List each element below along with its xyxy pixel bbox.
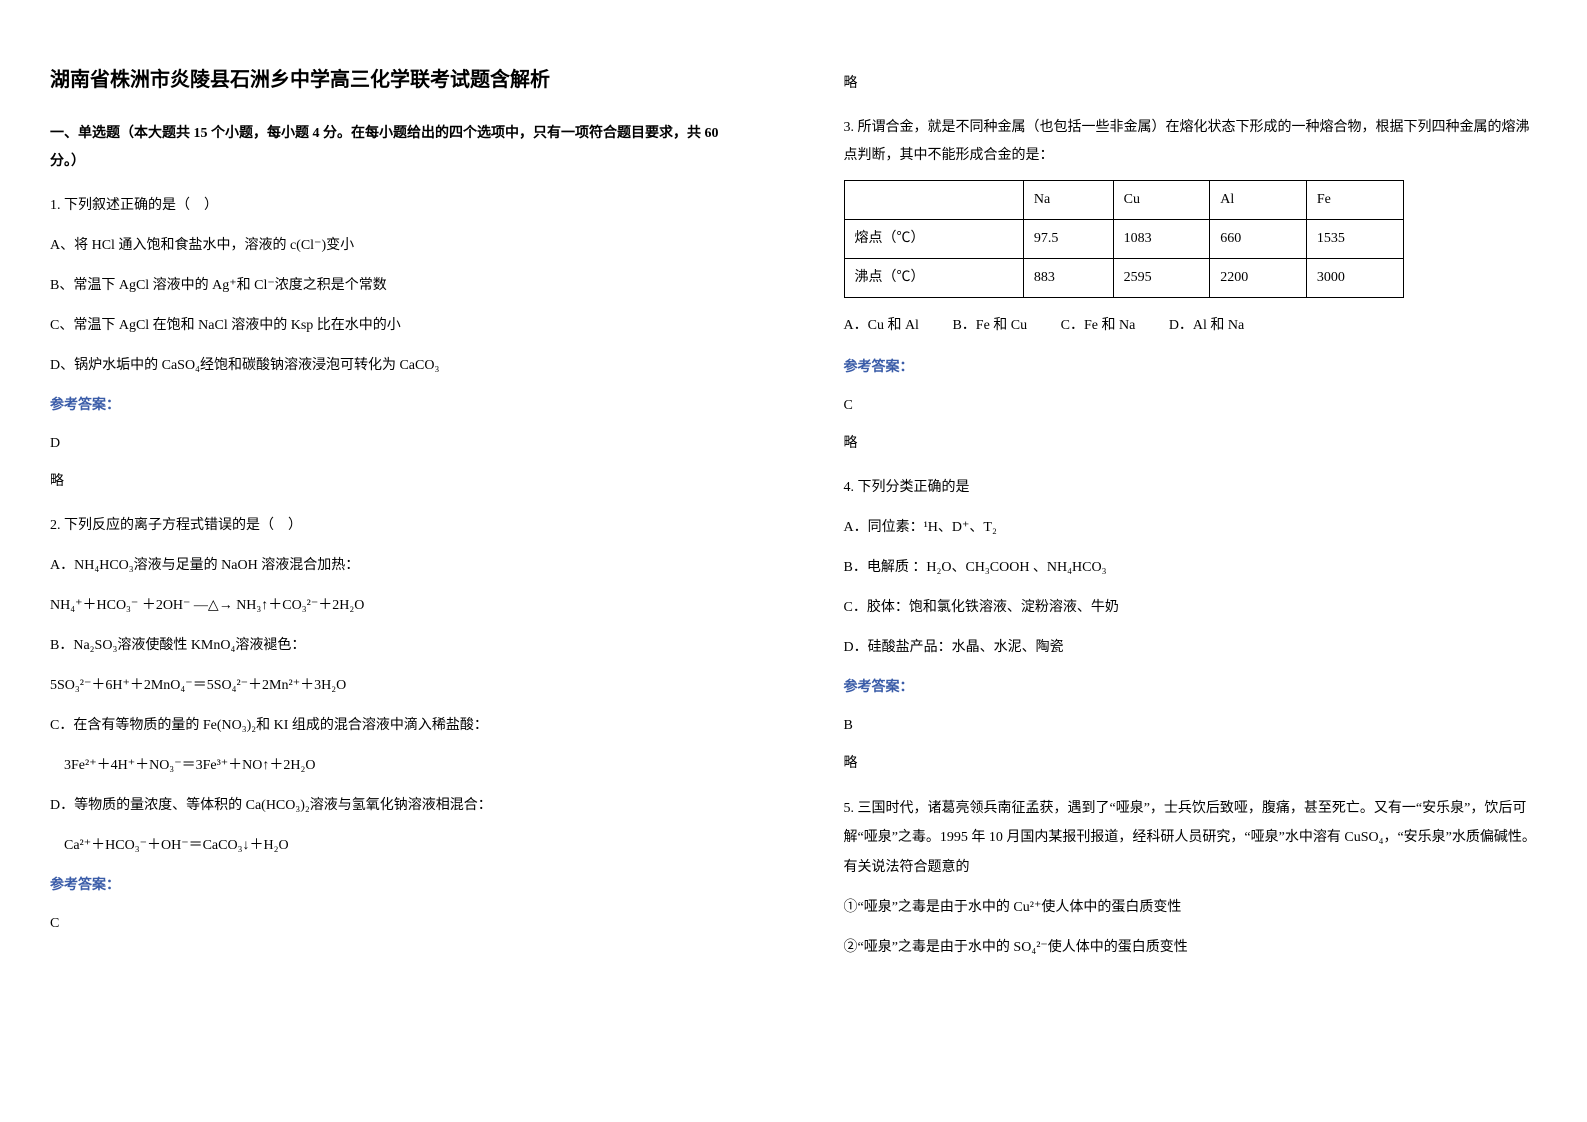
q4-option-b: B．电解质 ：H₂O、CH₃COOH 、NH₄HCO₃ — [844, 554, 1538, 582]
q3-answer-label: 参考答案： — [844, 354, 1538, 382]
td-boiling-label: 沸点（℃） — [844, 259, 1023, 298]
q1-number: 1. 下列叙述正确的是（ ） — [50, 192, 744, 220]
td-boiling-al: 2200 — [1210, 259, 1307, 298]
q2-answer: C — [50, 910, 744, 938]
right-column: 略 3. 所谓合金，就是不同种金属（也包括一些非金属）在熔化状态下形成的一种熔合… — [794, 0, 1587, 1122]
td-melting-label: 熔点（℃） — [844, 220, 1023, 259]
q3-option-d: D．Al 和 Na — [1169, 312, 1244, 340]
q2-option-c-line1: C．在含有等物质的量的 Fe(NO₃)₂和 KI 组成的混合溶液中滴入稀盐酸： — [50, 712, 744, 740]
q4-note: 略 — [844, 750, 1538, 778]
th-na: Na — [1023, 181, 1113, 220]
document-title: 湖南省株洲市炎陵县石洲乡中学高三化学联考试题含解析 — [50, 60, 744, 100]
q1-option-a: A、将 HCl 通入饱和食盐水中，溶液的 c(Cl⁻)变小 — [50, 232, 744, 260]
q3-option-c: C．Fe 和 Na — [1061, 312, 1136, 340]
q5-number: 5. 三国时代，诸葛亮领兵南征孟获，遇到了“哑泉”，士兵饮后致哑，腹痛，甚至死亡… — [844, 794, 1538, 882]
q2-number: 2. 下列反应的离子方程式错误的是（ ） — [50, 512, 744, 540]
q1-note: 略 — [50, 468, 744, 496]
metals-table: Na Cu Al Fe 熔点（℃） 97.5 1083 660 1535 沸点（… — [844, 180, 1404, 298]
q2-option-a-line2: NH₄⁺＋HCO₃⁻ ＋2OH⁻ —△→ NH₃↑＋CO₃²⁻＋2H₂O — [50, 592, 744, 620]
q4-answer-label: 参考答案： — [844, 674, 1538, 702]
td-melting-na: 97.5 — [1023, 220, 1113, 259]
q2-option-a-line1: A．NH₄HCO₃溶液与足量的 NaOH 溶液混合加热： — [50, 552, 744, 580]
td-melting-al: 660 — [1210, 220, 1307, 259]
section-header: 一、单选题（本大题共 15 个小题，每小题 4 分。在每小题给出的四个选项中，只… — [50, 120, 744, 176]
td-boiling-cu: 2595 — [1113, 259, 1210, 298]
q4-answer: B — [844, 712, 1538, 740]
q4-option-c: C．胶体：饱和氯化铁溶液、淀粉溶液、牛奶 — [844, 594, 1538, 622]
left-column: 湖南省株洲市炎陵县石洲乡中学高三化学联考试题含解析 一、单选题（本大题共 15 … — [0, 0, 794, 1122]
q2-option-b-line1: B．Na₂SO₃溶液使酸性 KMnO₄溶液褪色： — [50, 632, 744, 660]
q5-p1: ①“哑泉”之毒是由于水中的 Cu²⁺使人体中的蛋白质变性 — [844, 894, 1538, 922]
q3-number: 3. 所谓合金，就是不同种金属（也包括一些非金属）在熔化状态下形成的一种熔合物，… — [844, 114, 1538, 170]
q1-option-b: B、常温下 AgCl 溶液中的 Ag⁺和 Cl⁻浓度之积是个常数 — [50, 272, 744, 300]
table-header-row: Na Cu Al Fe — [844, 181, 1403, 220]
th-fe: Fe — [1306, 181, 1403, 220]
q1-option-c: C、常温下 AgCl 在饱和 NaCl 溶液中的 Ksp 比在水中的小 — [50, 312, 744, 340]
td-boiling-na: 883 — [1023, 259, 1113, 298]
q3-options: A．Cu 和 Al B．Fe 和 Cu C．Fe 和 Na D．Al 和 Na — [844, 312, 1538, 340]
q2-option-b-line2: 5SO₃²⁻＋6H⁺＋2MnO₄⁻＝5SO₄²⁻＋2Mn²⁺＋3H₂O — [50, 672, 744, 700]
q1-option-d: D、锅炉水垢中的 CaSO₄经饱和碳酸钠溶液浸泡可转化为 CaCO₃ — [50, 352, 744, 380]
q3-option-b: B．Fe 和 Cu — [952, 312, 1027, 340]
q4-option-a: A．同位素：¹H、D⁺、T₂ — [844, 514, 1538, 542]
top-note: 略 — [844, 70, 1538, 98]
q5-p2: ②“哑泉”之毒是由于水中的 SO₄²⁻使人体中的蛋白质变性 — [844, 934, 1538, 962]
td-boiling-fe: 3000 — [1306, 259, 1403, 298]
th-al: Al — [1210, 181, 1307, 220]
table-row: 熔点（℃） 97.5 1083 660 1535 — [844, 220, 1403, 259]
q2-answer-label: 参考答案： — [50, 872, 744, 900]
th-blank — [844, 181, 1023, 220]
q3-answer: C — [844, 392, 1538, 420]
q1-answer-label: 参考答案： — [50, 392, 744, 420]
q2-option-d-line2: Ca²⁺＋HCO₃⁻＋OH⁻＝CaCO₃↓＋H₂O — [50, 832, 744, 860]
td-melting-fe: 1535 — [1306, 220, 1403, 259]
td-melting-cu: 1083 — [1113, 220, 1210, 259]
table-row: 沸点（℃） 883 2595 2200 3000 — [844, 259, 1403, 298]
q4-number: 4. 下列分类正确的是 — [844, 474, 1538, 502]
q3-option-a: A．Cu 和 Al — [844, 312, 919, 340]
q4-option-d: D．硅酸盐产品：水晶、水泥、陶瓷 — [844, 634, 1538, 662]
q2-option-d-line1: D．等物质的量浓度、等体积的 Ca(HCO₃)₂溶液与氢氧化钠溶液相混合： — [50, 792, 744, 820]
q1-answer: D — [50, 430, 744, 458]
q2-option-c-line2: 3Fe²⁺＋4H⁺＋NO₃⁻＝3Fe³⁺＋NO↑＋2H₂O — [50, 752, 744, 780]
th-cu: Cu — [1113, 181, 1210, 220]
q3-note: 略 — [844, 430, 1538, 458]
